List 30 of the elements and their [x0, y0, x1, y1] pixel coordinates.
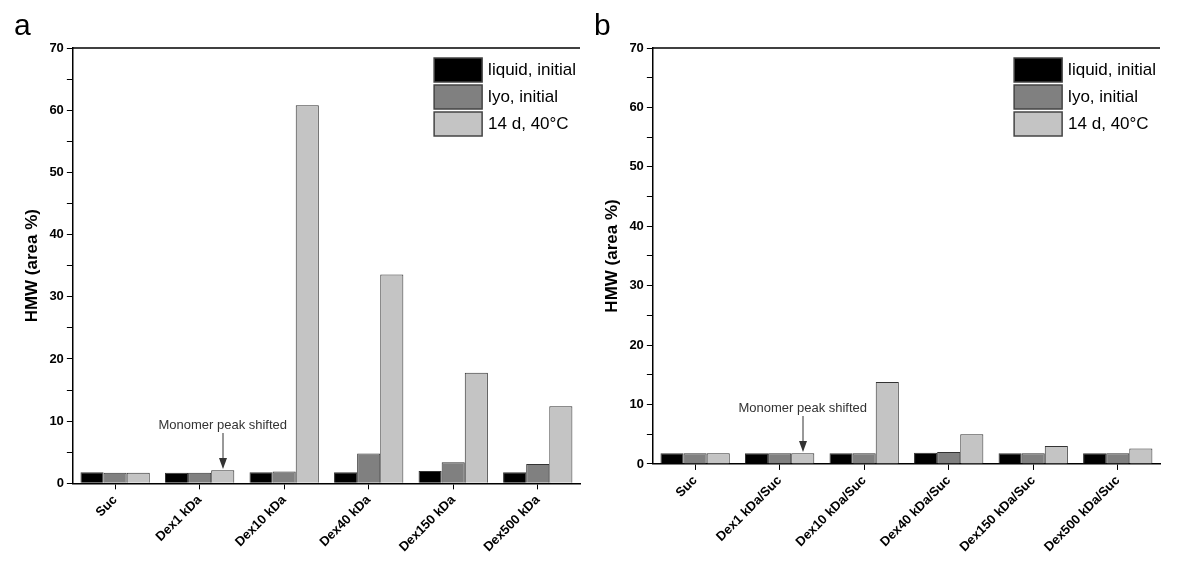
legend-label: liquid, initial: [488, 59, 577, 79]
y-tick-label: 50: [629, 158, 644, 174]
legend-label: 14 d, 40°C: [488, 113, 569, 133]
y-axis-title: HMW (area %): [21, 209, 41, 323]
x-tick-label: Suc: [672, 472, 700, 500]
chart-title: b: [594, 8, 611, 42]
y-tick-label: 60: [629, 99, 644, 114]
annotation: Monomer peak shifted: [738, 400, 868, 416]
y-tick-label: 50: [49, 163, 64, 179]
y-tick-label: 60: [49, 101, 64, 117]
y-tick-label: 40: [49, 226, 64, 242]
legend-label: 14 d, 40°C: [1068, 113, 1149, 133]
y-tick-label: 70: [49, 39, 64, 55]
y-tick-label: 20: [629, 336, 644, 352]
legend-label: lyo, initial: [1068, 86, 1139, 106]
y-tick-label: 20: [49, 350, 64, 366]
y-tick-label: 0: [636, 455, 644, 471]
y-tick-label: 30: [49, 288, 64, 304]
y-tick-label: 10: [629, 396, 644, 412]
y-tick-label: 30: [629, 277, 644, 293]
y-tick-label: 70: [629, 39, 644, 55]
y-tick-label: 10: [49, 412, 64, 428]
chart-title: a: [14, 8, 31, 42]
y-axis-title: HMW (area %): [601, 199, 621, 313]
legend-label: lyo, initial: [488, 86, 559, 106]
legend-label: liquid, initial: [1068, 59, 1157, 79]
y-tick-label: 40: [629, 217, 644, 233]
x-tick-label: Suc: [92, 491, 120, 520]
annotation: Monomer peak shifted: [158, 417, 288, 433]
y-tick-label: 0: [56, 474, 64, 490]
